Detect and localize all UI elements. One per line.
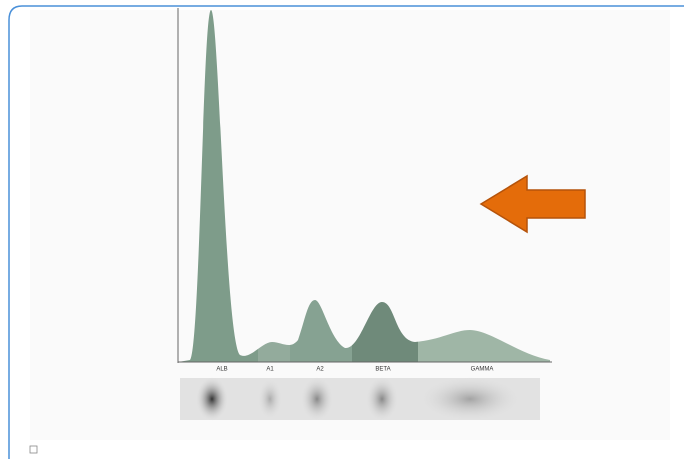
screenshot: ALB A1 A2 BETA GAMMA xyxy=(0,0,684,459)
fraction-label: GAMMA xyxy=(471,367,494,373)
gel-band xyxy=(180,377,540,421)
image-area xyxy=(30,10,670,440)
fraction-label: BETA xyxy=(375,367,390,373)
fraction-label: A1 xyxy=(266,367,274,373)
fraction-label: ALB xyxy=(216,367,227,373)
fraction-label: A2 xyxy=(316,367,324,373)
